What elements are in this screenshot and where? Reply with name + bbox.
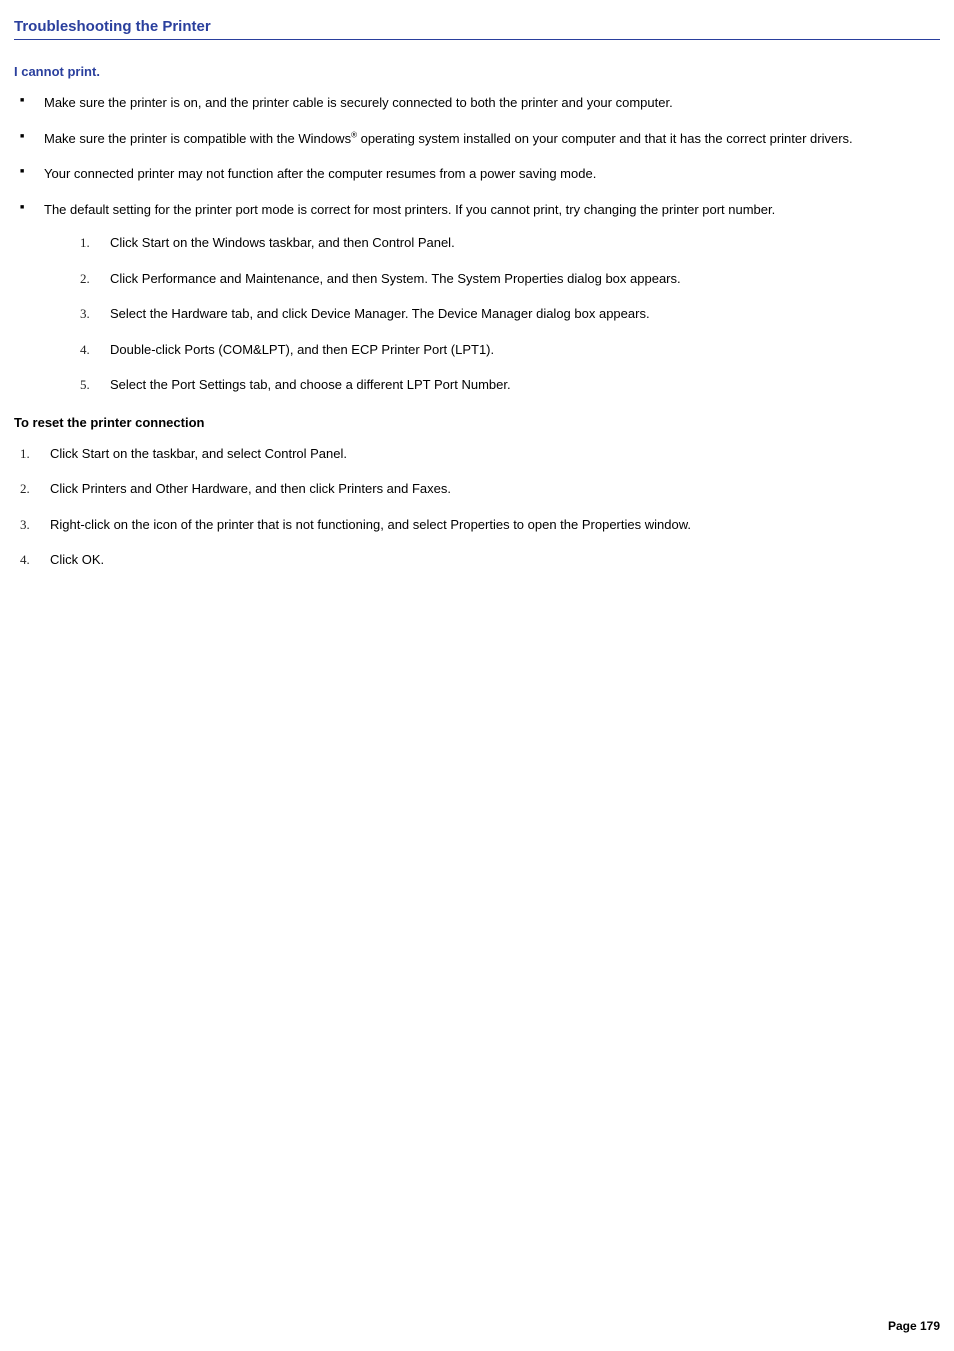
step-item: Click OK. — [14, 550, 940, 570]
problem-heading: I cannot print. — [14, 64, 940, 79]
section-title: Troubleshooting the Printer — [14, 18, 940, 40]
bullet-text: The default setting for the printer port… — [44, 202, 775, 217]
step-item: Click Start on the Windows taskbar, and … — [74, 233, 940, 253]
bullet-list: Make sure the printer is on, and the pri… — [14, 93, 940, 395]
bullet-text-part: Make sure the printer is compatible with… — [44, 131, 351, 146]
bullet-item: Make sure the printer is on, and the pri… — [14, 93, 940, 113]
reset-heading: To reset the printer connection — [14, 415, 940, 430]
step-item: Click Start on the taskbar, and select C… — [14, 444, 940, 464]
step-item: Select the Hardware tab, and click Devic… — [74, 304, 940, 324]
reset-steps-list: Click Start on the taskbar, and select C… — [14, 444, 940, 570]
step-item: Select the Port Settings tab, and choose… — [74, 375, 940, 395]
bullet-item: Make sure the printer is compatible with… — [14, 129, 940, 149]
bullet-item: The default setting for the printer port… — [14, 200, 940, 395]
nested-steps-list: Click Start on the Windows taskbar, and … — [74, 233, 940, 395]
step-item: Double-click Ports (COM&LPT), and then E… — [74, 340, 940, 360]
step-item: Click Printers and Other Hardware, and t… — [14, 479, 940, 499]
bullet-text-part: operating system installed on your compu… — [357, 131, 853, 146]
document-page: Troubleshooting the Printer I cannot pri… — [0, 0, 954, 1351]
page-number: Page 179 — [888, 1319, 940, 1333]
step-item: Right-click on the icon of the printer t… — [14, 515, 940, 535]
step-item: Click Performance and Maintenance, and t… — [74, 269, 940, 289]
bullet-item: Your connected printer may not function … — [14, 164, 940, 184]
